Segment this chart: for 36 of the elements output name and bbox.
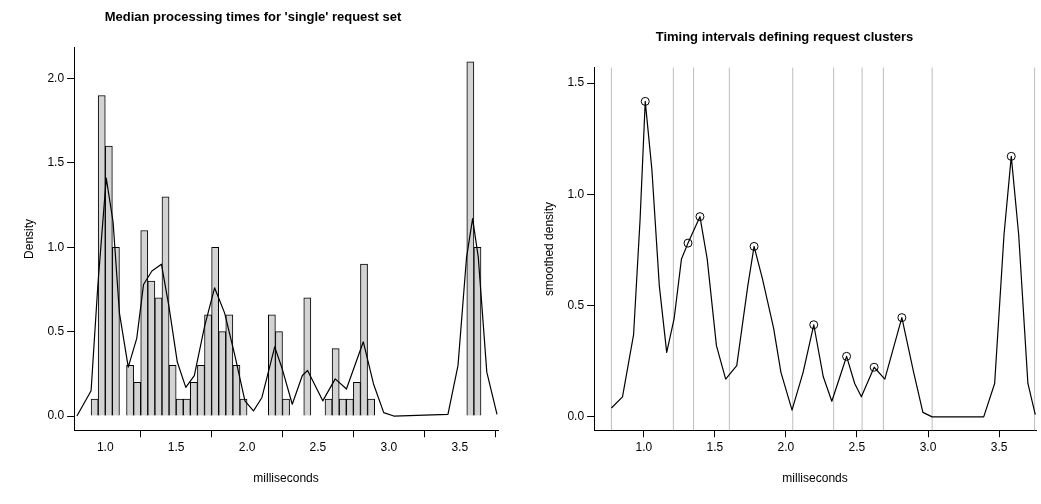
point [640,96,650,106]
x-tick-label: 1.5 [167,439,185,454]
x-tick-label: 1.0 [96,439,114,454]
y-tick-label: 2.0 [47,70,65,85]
x-tick-label: 1.0 [635,439,653,454]
point [749,241,759,251]
y-tick-label: 0.0 [47,408,65,423]
y-axis-title: smoothed density [541,201,556,296]
point [695,212,705,222]
chart-title: Timing intervals defining request clusters [655,29,914,45]
chart-title: Median processing times for 'single' request set [104,9,402,25]
x-axis-title: milliseconds [253,471,319,486]
x-tick-label: 3.0 [380,439,398,454]
x-tick-label: 2.0 [238,439,256,454]
point [1006,151,1016,161]
y-axis-title: Density [21,218,36,259]
y-tick-label: 1.5 [47,155,65,170]
x-tick-label: 2.5 [309,439,327,454]
x-tick-label: 2.0 [777,439,795,454]
y-tick-label: 1.0 [567,186,585,201]
y-tick-label: 0.5 [567,297,585,312]
point [842,351,852,361]
point [897,313,907,323]
x-tick-label: 2.5 [848,439,866,454]
x-tick-label: 1.5 [706,439,724,454]
x-tick-label: 3.5 [990,439,1008,454]
point [683,238,693,248]
point [809,320,819,330]
y-tick-label: 0.0 [567,409,585,424]
point [869,362,879,372]
x-tick-label: 3.0 [919,439,937,454]
y-tick-label: 1.5 [567,75,585,90]
y-tick-label: 0.5 [47,323,65,338]
x-axis-title: milliseconds [782,471,848,486]
x-tick-label: 3.5 [451,439,469,454]
y-tick-label: 1.0 [47,239,65,254]
